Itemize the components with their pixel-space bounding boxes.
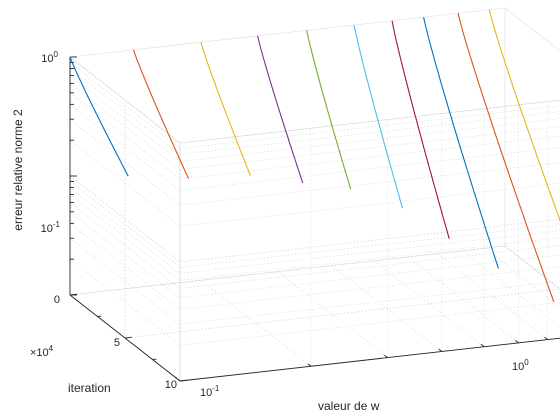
y-tick-0: 0 <box>54 294 60 306</box>
grid-line <box>69 175 181 263</box>
z-tick-top: 100 <box>41 50 58 65</box>
series-line-w3 <box>200 42 251 176</box>
grid-line <box>69 202 181 289</box>
axes-lines <box>69 56 560 382</box>
z-tick-mid: 10-1 <box>41 220 61 235</box>
grid-line <box>179 337 560 382</box>
grid-line <box>179 281 560 325</box>
floor-pane <box>68 245 560 382</box>
y-axis-label: iteration <box>68 381 111 395</box>
pane-edge <box>69 7 506 58</box>
grid-line <box>179 135 560 180</box>
series-line-w7 <box>391 20 450 239</box>
grid-line <box>179 230 560 274</box>
grid-line <box>69 223 181 310</box>
grid-line <box>179 254 560 299</box>
series-line-w9 <box>457 13 555 302</box>
grid-line <box>69 245 506 296</box>
grid-line <box>179 224 560 268</box>
grid-line <box>179 218 560 263</box>
y-multiplier: ×104 <box>30 344 54 359</box>
z-axis-label: erreur relative norme 2 <box>11 109 25 231</box>
series-lines <box>69 9 560 302</box>
grid-line <box>69 118 181 206</box>
grid-line <box>179 99 560 144</box>
series-line-w8 <box>423 17 499 269</box>
grid-line <box>69 68 181 155</box>
grid-line <box>69 194 181 281</box>
x-tick-mark <box>384 354 388 358</box>
back-pane <box>179 99 560 382</box>
grid-line <box>179 111 560 155</box>
series-line-w1 <box>69 56 129 177</box>
grid-line <box>200 280 312 367</box>
series-line-w10 <box>488 9 560 222</box>
grid-line <box>69 211 181 299</box>
grid-line <box>179 162 560 206</box>
grid-line <box>179 183 560 227</box>
grid-line <box>69 75 181 162</box>
grid-line <box>504 245 560 290</box>
y-tick-mark <box>179 379 187 382</box>
y-tick-mark <box>69 293 77 296</box>
grid-line <box>179 126 560 170</box>
grid-line <box>69 56 181 144</box>
grid-line <box>437 253 548 340</box>
x-axis-label: valeur de w <box>318 399 380 413</box>
grid-line <box>69 237 181 325</box>
x-tick-mark <box>480 343 485 348</box>
series-line-w6 <box>353 24 404 209</box>
grid-line <box>69 258 181 346</box>
grid-line <box>462 250 560 328</box>
grid-line <box>69 83 181 170</box>
grid-line <box>69 181 181 268</box>
grid-line <box>69 104 181 191</box>
series-line-w5 <box>306 30 352 190</box>
x-axis <box>179 337 560 382</box>
grid-line <box>331 265 443 352</box>
x-tick-mark <box>544 336 548 340</box>
grid-line <box>179 245 560 289</box>
x-tick-mark <box>174 376 181 382</box>
x-tick-high: 100 <box>512 358 529 373</box>
pane-edge <box>504 7 560 52</box>
grid-line <box>277 271 388 358</box>
grid-line <box>179 118 560 162</box>
grid-line <box>373 260 485 347</box>
grid-line <box>408 256 519 344</box>
series-line-w4 <box>257 35 304 184</box>
x-tick-mark <box>515 340 519 344</box>
x-tick-mark <box>307 363 312 367</box>
y-tick-5: 5 <box>114 337 120 349</box>
grid-line <box>179 237 560 281</box>
grid-line <box>69 62 181 149</box>
grid-line <box>69 139 181 227</box>
grid-line <box>179 105 560 149</box>
grid-line <box>179 337 560 382</box>
x-tick-mark <box>438 348 443 352</box>
y-tick-10: 10 <box>165 379 177 391</box>
grid-line <box>69 92 181 180</box>
grid-line <box>124 288 560 339</box>
grid-line <box>179 147 560 191</box>
grid-line <box>179 302 560 346</box>
x-tick-low: 10-1 <box>200 384 220 399</box>
series-line-w2 <box>133 49 190 179</box>
grid-line <box>179 266 560 310</box>
grid-line <box>69 187 181 274</box>
y-tick-mark <box>124 336 132 339</box>
